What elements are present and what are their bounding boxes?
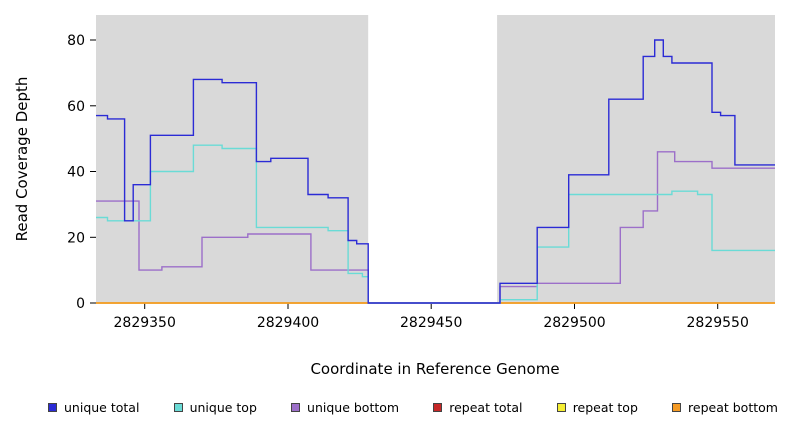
x-tick-label: 2829550 — [687, 315, 749, 331]
legend-label: repeat bottom — [688, 400, 778, 415]
legend-item-repeat-bottom: repeat bottom — [672, 400, 778, 415]
legend-item-unique-bottom: unique bottom — [291, 400, 399, 415]
legend-label: unique top — [189, 400, 257, 415]
y-tick-label: 40 — [67, 165, 85, 181]
legend-swatch-icon — [556, 403, 566, 412]
series-unique-total — [96, 39, 775, 304]
legend-label: repeat total — [449, 400, 523, 415]
legend-item-unique-top: unique top — [173, 400, 257, 415]
legend-item-repeat-top: repeat top — [556, 400, 638, 415]
x-axis-label: Coordinate in Reference Genome — [310, 360, 560, 378]
legend-label: unique bottom — [307, 400, 400, 415]
gap-band — [368, 15, 498, 303]
legend-label: repeat top — [572, 400, 638, 415]
y-tick-label: 20 — [67, 230, 85, 246]
legend-swatch-icon — [672, 403, 682, 412]
legend-item-unique-total: unique total — [48, 400, 139, 415]
x-tick-label: 2829400 — [257, 315, 319, 331]
legend-item-repeat-total: repeat total — [433, 400, 523, 415]
legend-swatch-icon — [173, 403, 183, 412]
legend-swatch-icon — [48, 403, 57, 412]
legend-label: unique total — [64, 400, 140, 415]
y-tick-label: 80 — [67, 33, 85, 49]
legend-swatch-icon — [433, 403, 443, 412]
series-unique-top — [96, 144, 775, 304]
x-tick-label: 2829500 — [543, 315, 605, 331]
x-tick-label: 2829450 — [400, 315, 462, 331]
y-axis-label: Read Coverage Depth — [13, 76, 31, 242]
legend: unique total unique top unique bottom repea… — [0, 400, 792, 415]
legend-swatch-icon — [291, 403, 301, 412]
y-tick-label: 60 — [67, 99, 85, 115]
x-tick-label: 2829350 — [114, 315, 176, 331]
y-tick-label: 0 — [76, 296, 85, 312]
